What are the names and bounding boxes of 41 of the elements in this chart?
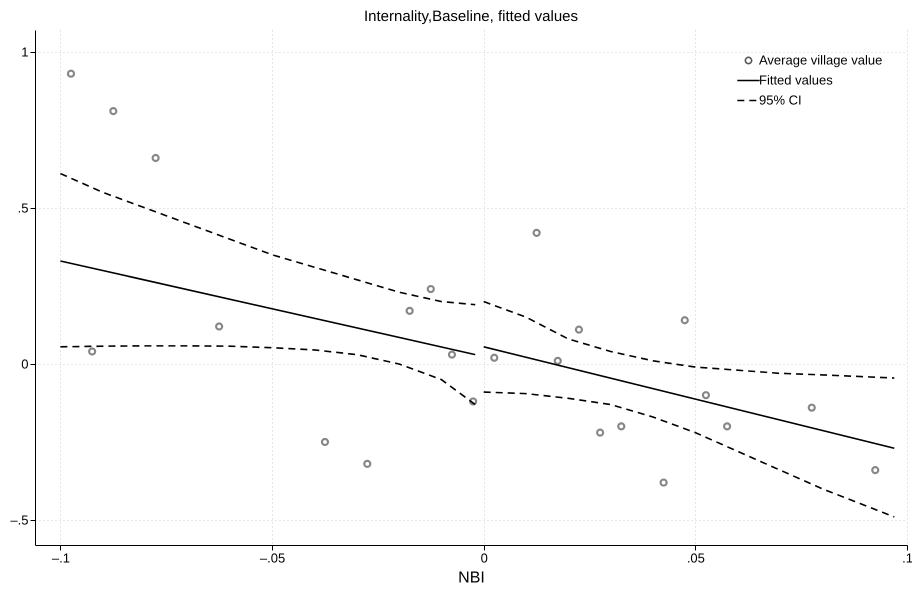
point — [617, 422, 626, 430]
point — [152, 154, 160, 162]
x-tick-label: –.1 — [52, 550, 70, 566]
point — [363, 460, 372, 468]
y-tick-label: 0 — [21, 356, 28, 372]
x-tick-label: .1 — [902, 550, 912, 566]
legend-label: Fitted values — [759, 72, 834, 88]
x-tick-label: –.05 — [260, 550, 286, 566]
legend-label: Average village value — [759, 52, 882, 68]
point — [109, 107, 118, 116]
point — [532, 228, 541, 237]
y-tick-label: .5 — [18, 200, 28, 216]
line-series — [482, 300, 896, 379]
line-series — [482, 391, 896, 518]
point — [448, 350, 456, 359]
point — [554, 356, 562, 365]
line-series — [60, 345, 476, 406]
x-tick-label: .05 — [686, 550, 705, 566]
line-series — [60, 172, 476, 306]
point — [426, 284, 435, 294]
chart-title: Internality,Baseline, fitted values — [364, 8, 578, 25]
y-tick-label: 1 — [21, 44, 28, 60]
point — [808, 404, 816, 412]
x-tick-label: 0 — [480, 550, 488, 566]
point — [66, 70, 76, 78]
point — [406, 306, 414, 316]
x-axis-title: NBI — [458, 570, 485, 586]
y-tick-label: –.5 — [10, 512, 28, 528]
point — [871, 466, 880, 474]
point — [660, 478, 668, 487]
point — [702, 391, 710, 400]
legend-label: 95% CI — [759, 92, 802, 108]
point — [88, 347, 96, 356]
point — [490, 354, 498, 362]
point — [680, 316, 689, 324]
point — [574, 326, 584, 334]
point — [215, 322, 224, 331]
point — [596, 428, 604, 437]
point — [722, 422, 732, 430]
point — [320, 438, 330, 446]
point — [469, 397, 478, 406]
